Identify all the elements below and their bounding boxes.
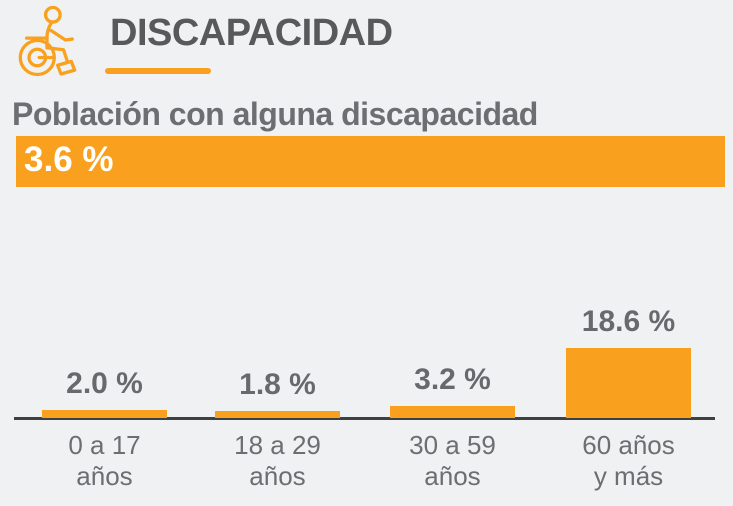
bar-value-label: 3.2 % [414, 363, 491, 396]
chart-subtitle: Población con alguna discapacidad [12, 96, 538, 132]
x-axis-label: 0 a 17 años [42, 430, 167, 492]
x-axis-label: 60 años y más [566, 430, 691, 492]
bar-value-label: 2.0 % [66, 367, 143, 400]
x-axis-label: 30 a 59 años [390, 430, 515, 492]
total-value: 3.6 % [24, 140, 114, 179]
x-axis-label-line: años [249, 461, 306, 491]
x-axis-label-line: años [76, 461, 133, 491]
x-axis-label-line: años [424, 461, 481, 491]
bar-group: 2.0 % [42, 367, 167, 418]
x-axis-label-line: 18 a 29 [234, 430, 321, 460]
bar-group: 18.6 % [566, 305, 691, 418]
total-banner: 3.6 % [16, 136, 725, 187]
x-axis-label-line: 30 a 59 [409, 430, 496, 460]
x-axis-label: 18 a 29 años [215, 430, 340, 492]
x-axis-label-line: 0 a 17 [68, 430, 141, 460]
title-underline [105, 68, 211, 74]
bar-group: 1.8 % [215, 368, 340, 418]
bar [390, 406, 515, 418]
bar-value-label: 18.6 % [581, 305, 676, 338]
page-title: DISCAPACIDAD [110, 12, 393, 54]
x-axis-label-line: 60 años [582, 430, 675, 460]
bar-group: 3.2 % [390, 363, 515, 418]
wheelchair-icon [18, 5, 77, 77]
bar [215, 411, 340, 418]
bar-value-label: 1.8 % [239, 368, 316, 401]
bar [566, 348, 691, 418]
x-axis-label-line: y más [593, 461, 664, 491]
x-axis-line [14, 417, 715, 420]
bar [42, 410, 167, 418]
